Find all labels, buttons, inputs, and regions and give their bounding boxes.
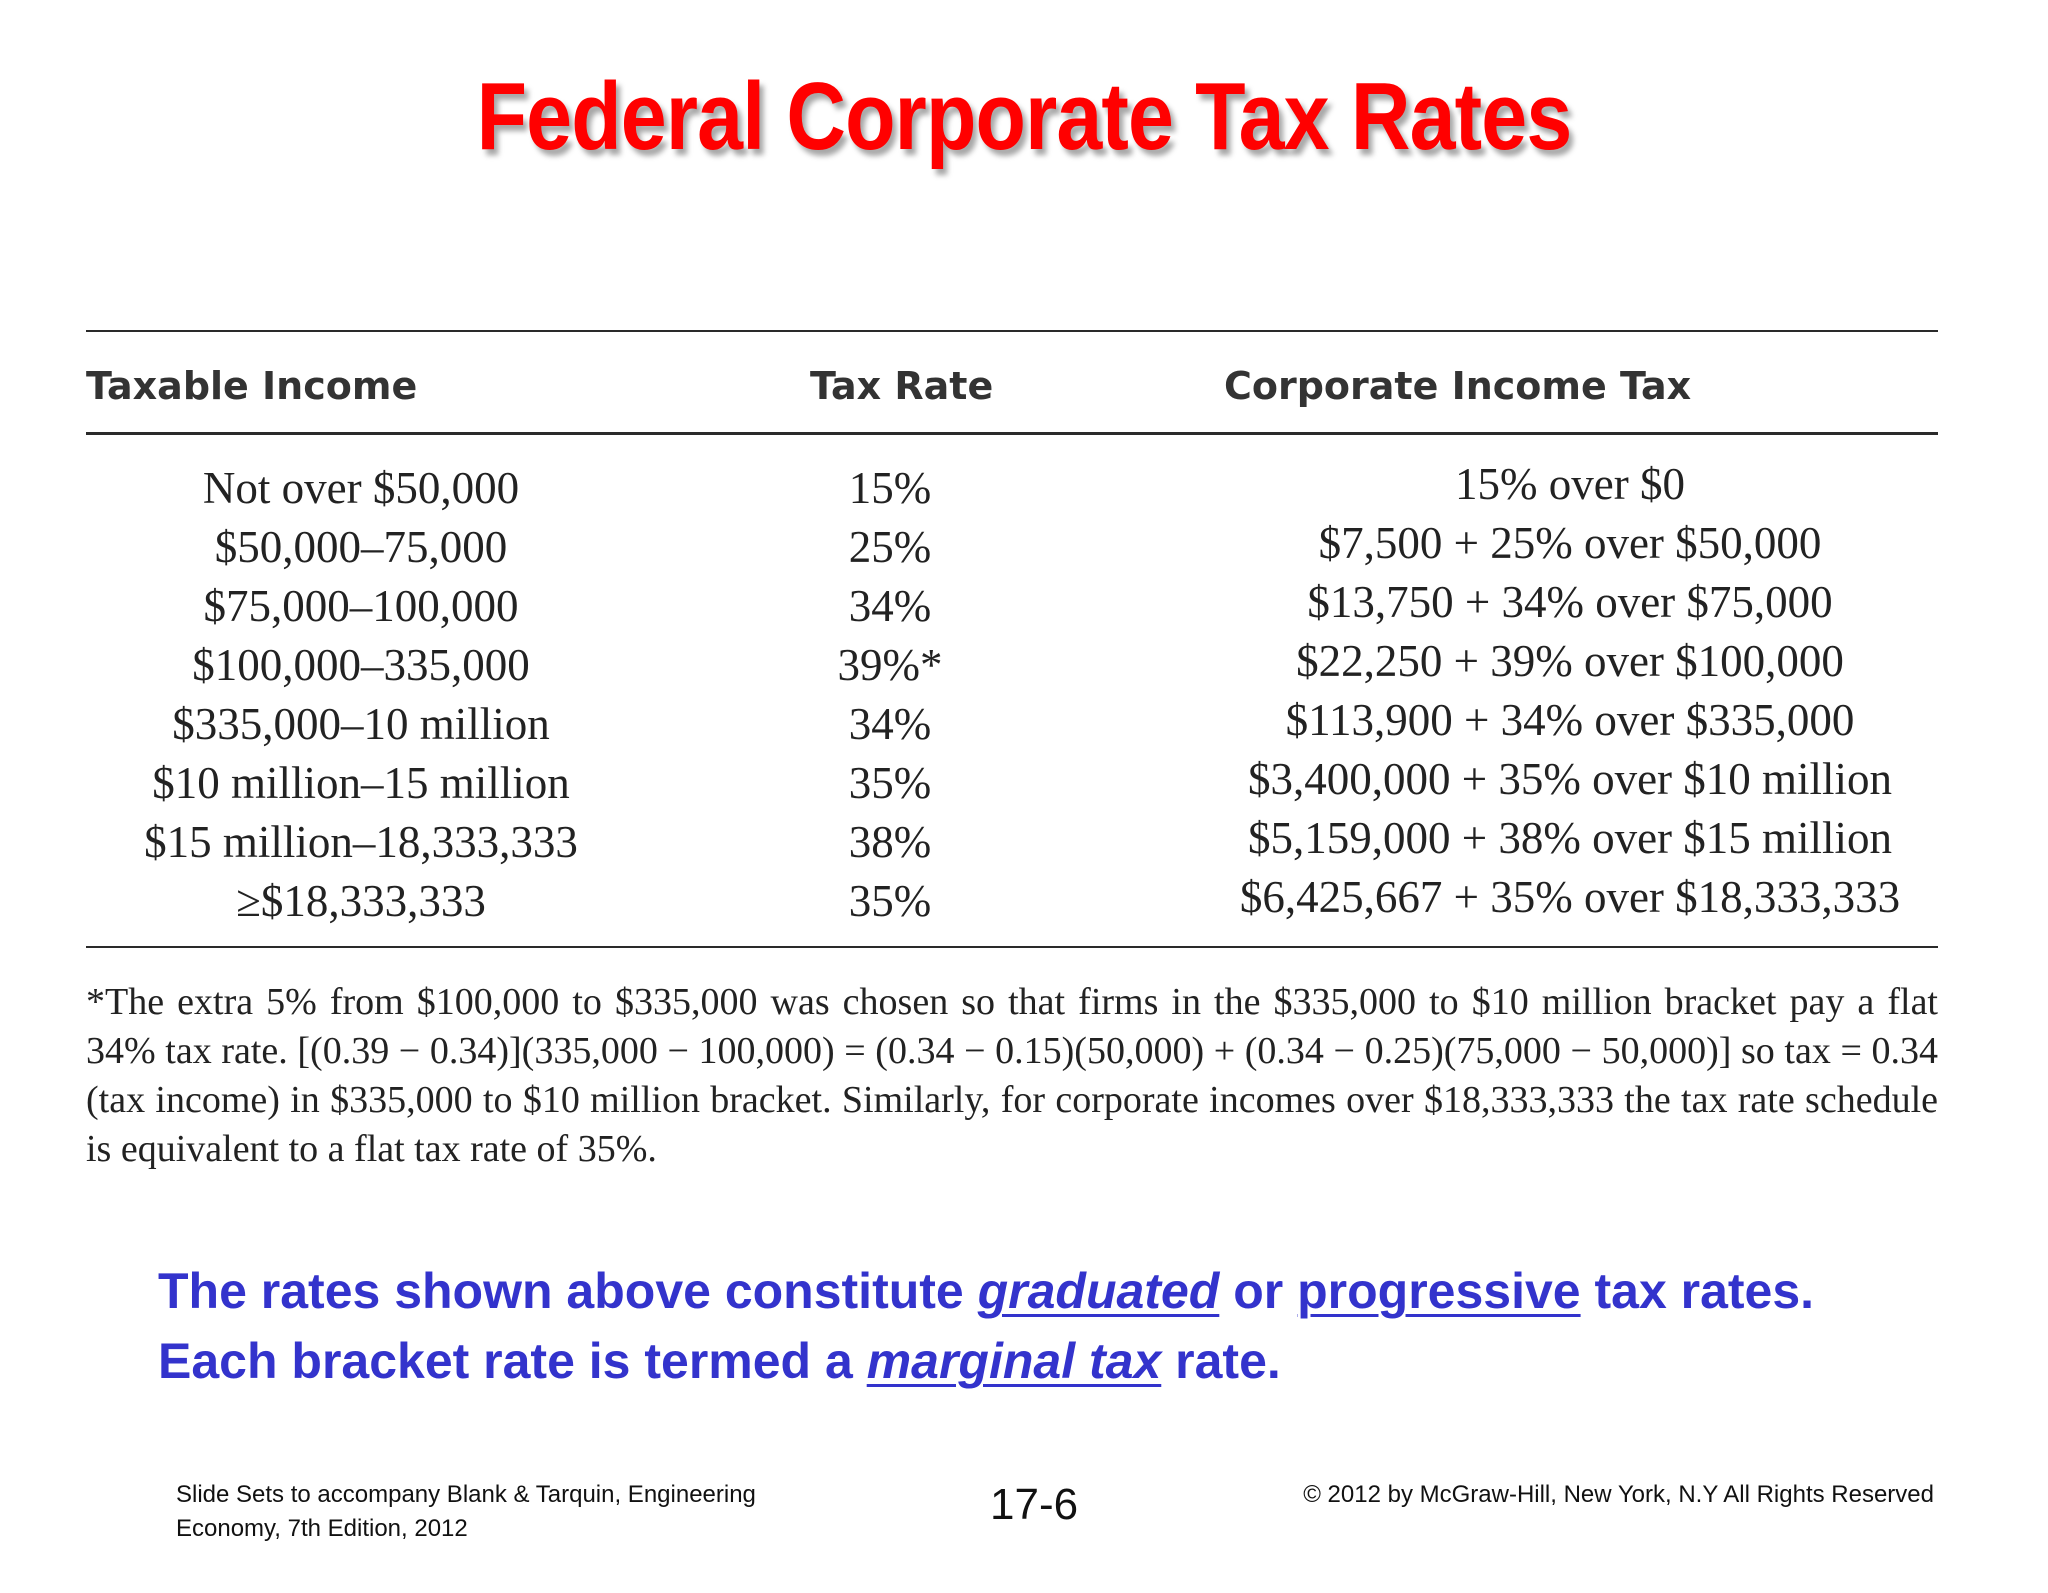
- rate-cell: 39%*: [837, 640, 943, 690]
- rate-cell: 35%: [848, 758, 932, 808]
- footer-source-line-2: Economy, 7th Edition, 2012: [176, 1515, 468, 1542]
- summary-text: tax rates.: [1580, 1263, 1815, 1319]
- term-marginal-tax: marginal tax: [866, 1333, 1162, 1389]
- income-cell: Not over $50,000: [202, 463, 520, 513]
- tax-cell: $6,425,667 + 35% over $18,333,333: [1239, 872, 1901, 922]
- income-cell: $15 million–18,333,333: [144, 817, 578, 867]
- term-progressive: progressive: [1297, 1263, 1581, 1319]
- table-footnote: *The extra 5% from $100,000 to $335,000 …: [86, 981, 1938, 1170]
- rate-cell: 15%: [848, 463, 932, 513]
- income-cell: ≥$18,333,333: [236, 876, 486, 926]
- table-header-rule: [86, 432, 1938, 435]
- footer-copyright: © 2012 by McGraw-Hill, New York, N.Y All…: [1303, 1481, 1934, 1508]
- summary-text: rate.: [1161, 1333, 1281, 1389]
- rate-cell: 34%: [848, 581, 932, 631]
- rate-cell: 35%: [848, 876, 932, 926]
- summary-text: or: [1219, 1263, 1298, 1319]
- header-corporate-income-tax: Corporate Income Tax: [1224, 364, 1692, 408]
- summary-text: The rates shown above constitute: [158, 1263, 978, 1319]
- tax-cell: $113,900 + 34% over $335,000: [1285, 695, 1855, 745]
- table-top-rule: [86, 330, 1938, 332]
- rate-cell: 25%: [848, 522, 932, 572]
- income-cell: $335,000–10 million: [172, 699, 550, 749]
- tax-cell: $5,159,000 + 38% over $15 million: [1247, 813, 1893, 863]
- rate-cell: 38%: [848, 817, 932, 867]
- rate-cell: 34%: [848, 699, 932, 749]
- term-graduated: graduated: [977, 1263, 1220, 1319]
- header-taxable-income: Taxable Income: [86, 364, 418, 408]
- summary-text: Each bracket rate is termed a: [158, 1333, 867, 1389]
- income-cell: $100,000–335,000: [192, 640, 530, 690]
- table-bottom-rule: [86, 946, 1938, 948]
- income-cell: $10 million–15 million: [152, 758, 570, 808]
- tax-cell: $22,250 + 39% over $100,000: [1296, 636, 1844, 686]
- summary-line-1: The rates shown above constitute graduat…: [158, 1262, 1814, 1320]
- tax-cell: 15% over $0: [1455, 459, 1685, 509]
- slide-title: Federal Corporate Tax Rates: [476, 63, 1573, 170]
- income-cell: $75,000–100,000: [203, 581, 519, 631]
- tax-cell: $3,400,000 + 35% over $10 million: [1247, 754, 1893, 804]
- page-number: 17-6: [990, 1480, 1079, 1529]
- tax-cell: $13,750 + 34% over $75,000: [1307, 577, 1833, 627]
- footer-source: Slide Sets to accompany Blank & Tarquin,…: [176, 1478, 756, 1546]
- footer-source-line-1: Slide Sets to accompany Blank & Tarquin,…: [176, 1481, 756, 1508]
- summary-line-2: Each bracket rate is termed a marginal t…: [158, 1332, 1281, 1390]
- income-cell: $50,000–75,000: [214, 522, 508, 572]
- header-tax-rate: Tax Rate: [810, 364, 994, 408]
- tax-cell: $7,500 + 25% over $50,000: [1318, 518, 1822, 568]
